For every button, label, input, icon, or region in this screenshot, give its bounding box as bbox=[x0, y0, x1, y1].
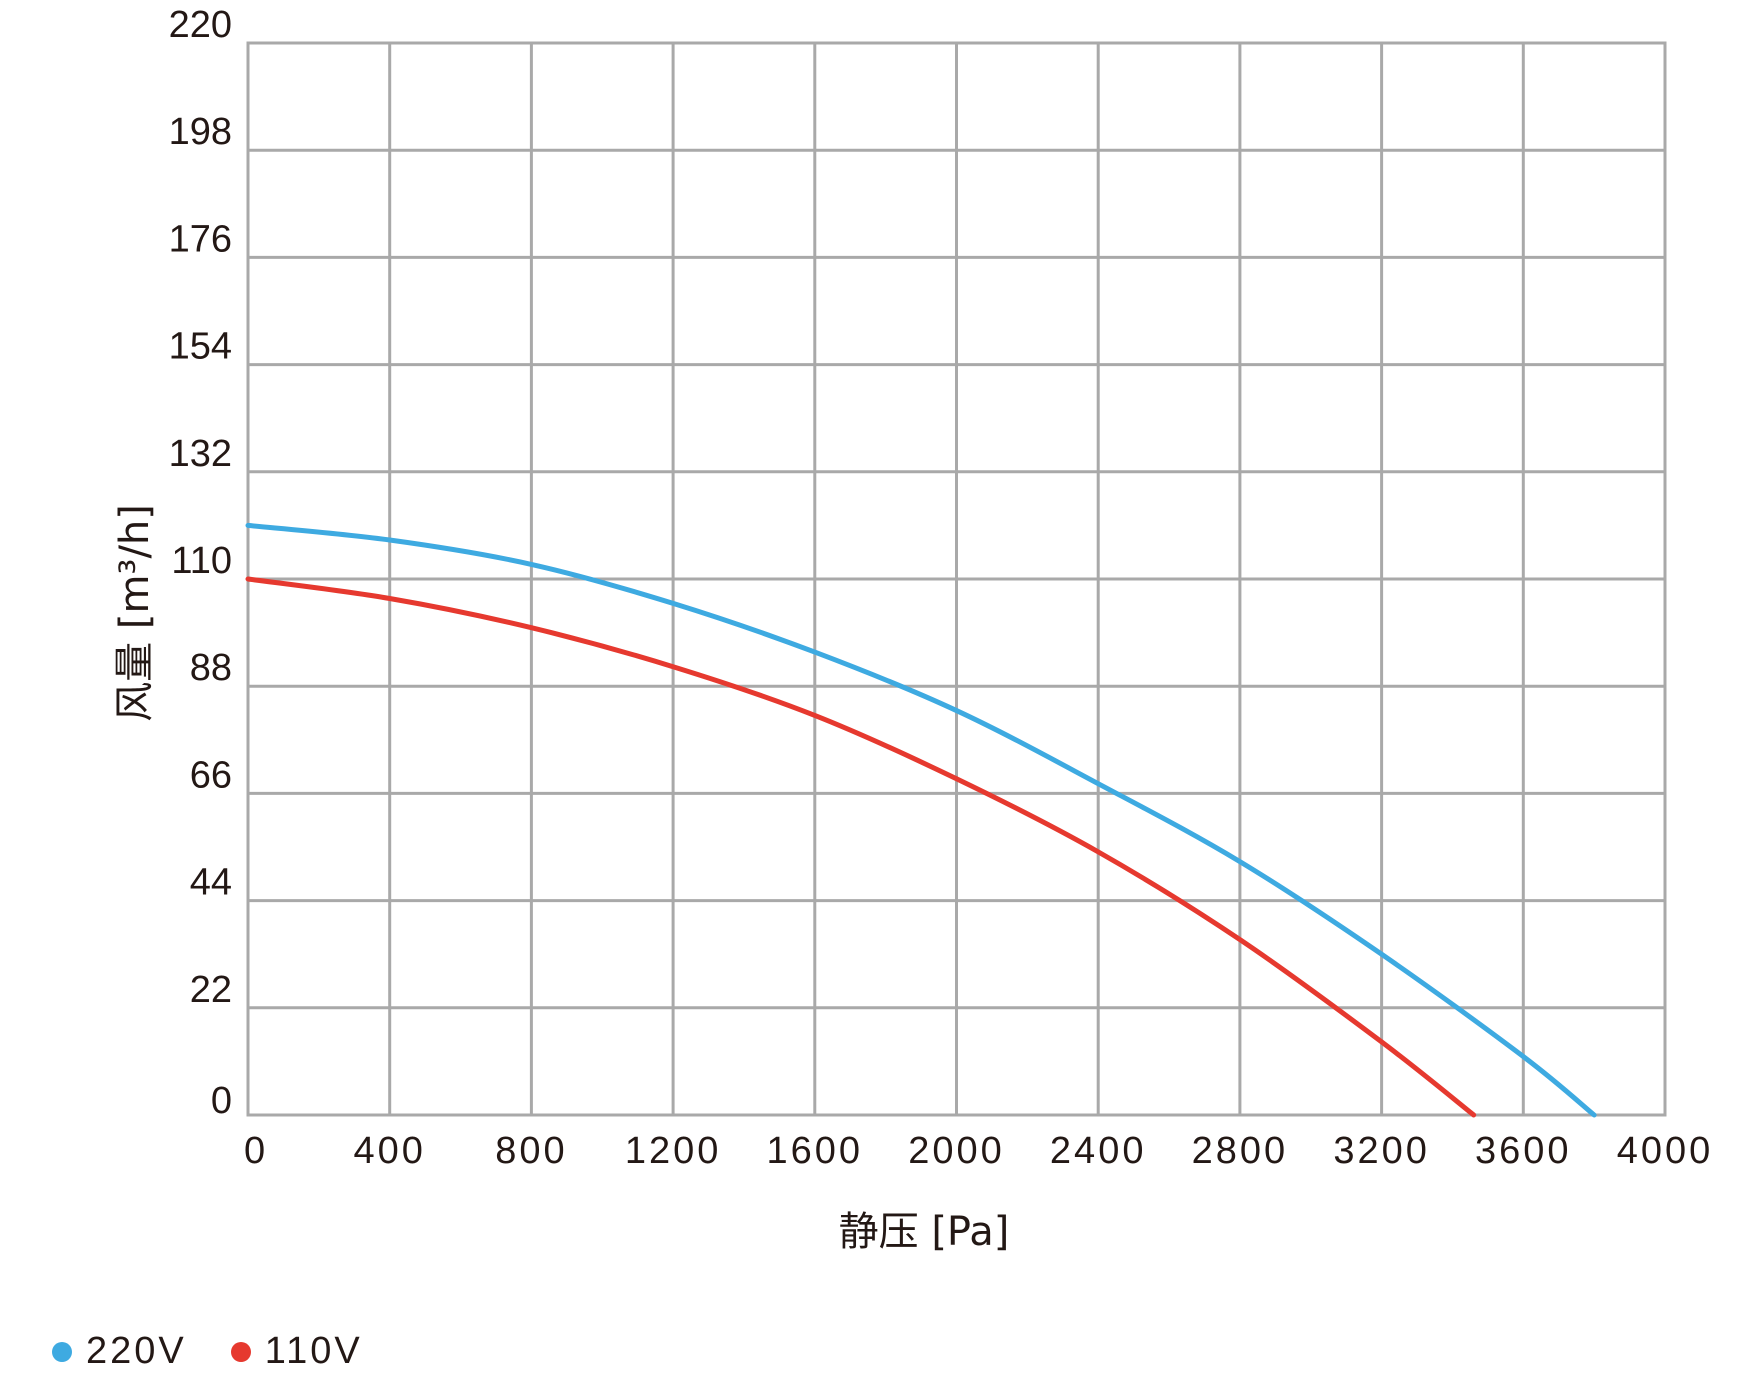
x-axis-title: 静压 [Pa] bbox=[839, 1209, 1010, 1255]
series-line-220v bbox=[245, 522, 1597, 1118]
legend-dot-icon bbox=[52, 1341, 72, 1362]
legend-label: 110V bbox=[264, 1330, 363, 1372]
y-tick-label: 220 bbox=[169, 4, 232, 46]
y-tick-label: 66 bbox=[190, 754, 232, 796]
y-tick-label: 154 bbox=[169, 326, 232, 368]
legend: 220V 110V bbox=[52, 1330, 407, 1373]
y-tick-label: 198 bbox=[169, 111, 232, 153]
x-tick-label: 0 bbox=[244, 1130, 268, 1172]
x-tick-label: 2800 bbox=[1192, 1130, 1289, 1172]
legend-item: 110V bbox=[230, 1330, 363, 1373]
legend-label: 220V bbox=[86, 1330, 187, 1372]
y-tick-label: 22 bbox=[190, 969, 232, 1011]
y-tick-label: 176 bbox=[169, 218, 232, 260]
x-axis-ticks: 0 400 800 1200 1600 2000 2400 2800 3200 3600 4000 bbox=[244, 1130, 1714, 1172]
x-tick-label: 3600 bbox=[1475, 1130, 1572, 1172]
y-axis-title: 风量 [m³/h] bbox=[112, 504, 158, 722]
y-tick-label: 0 bbox=[211, 1080, 232, 1122]
x-tick-label: 4000 bbox=[1617, 1130, 1714, 1172]
series-line-110v bbox=[245, 576, 1477, 1118]
x-tick-label: 800 bbox=[495, 1130, 567, 1172]
x-tick-label: 2000 bbox=[908, 1130, 1005, 1172]
y-tick-label: 132 bbox=[169, 433, 232, 475]
y-tick-label: 44 bbox=[190, 862, 232, 904]
x-tick-label: 400 bbox=[353, 1130, 425, 1172]
x-tick-label: 2400 bbox=[1050, 1130, 1147, 1172]
x-tick-label: 1600 bbox=[767, 1130, 864, 1172]
y-tick-label: 88 bbox=[190, 647, 232, 689]
y-axis-ticks: 0 22 44 66 88 110 132 154 176 198 220 bbox=[169, 4, 232, 1122]
y-tick-label: 110 bbox=[171, 540, 232, 582]
x-tick-label: 1200 bbox=[625, 1130, 722, 1172]
legend-dot-icon bbox=[230, 1341, 251, 1362]
x-tick-label: 3200 bbox=[1333, 1130, 1430, 1172]
series-curves bbox=[245, 522, 1597, 1118]
legend-item: 220V bbox=[52, 1330, 187, 1373]
grid-lines bbox=[246, 41, 1667, 1117]
